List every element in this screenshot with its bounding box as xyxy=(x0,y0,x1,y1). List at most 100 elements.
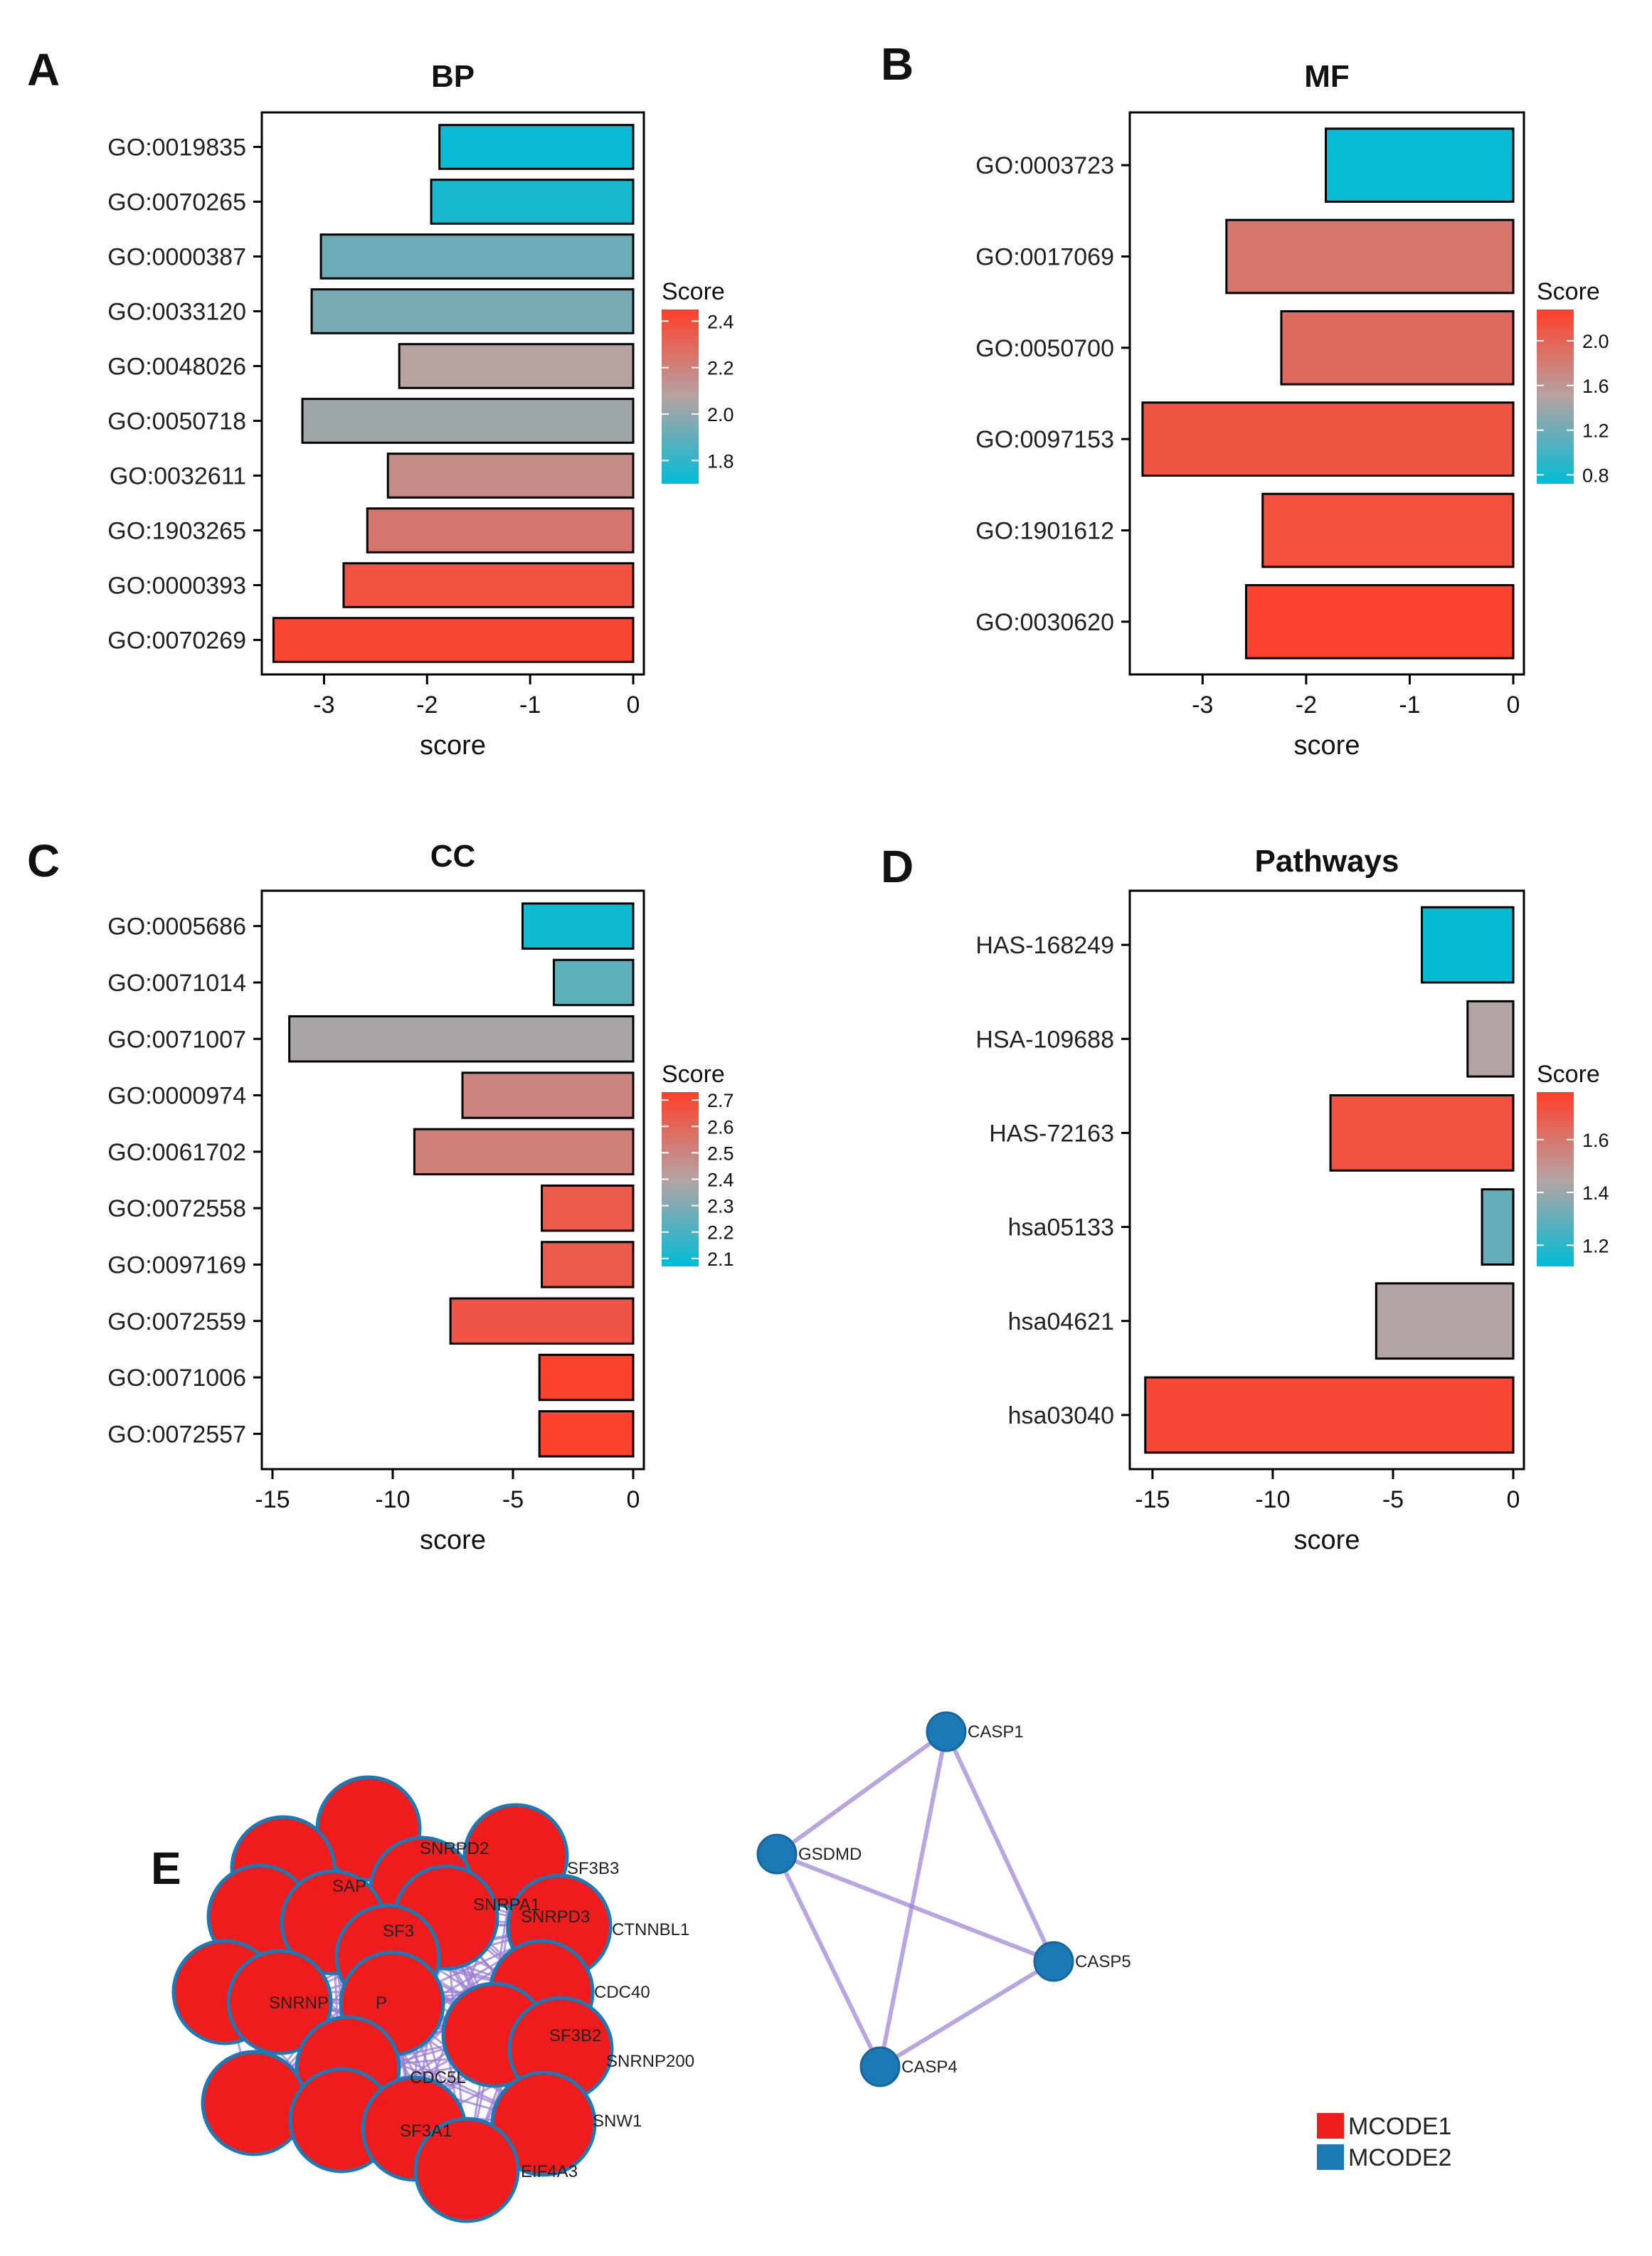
cc-bar xyxy=(461,1071,635,1119)
mf-category-label: GO:1901612 xyxy=(975,518,1114,545)
module1-node-label: SF3B3 xyxy=(567,1859,619,1878)
mf-category-label: GO:0003723 xyxy=(975,152,1114,179)
module1-node-label: P xyxy=(376,1993,387,2013)
mf-category-label: GO:0030620 xyxy=(975,609,1114,636)
cc-legend-tick-label: 2.1 xyxy=(707,1249,734,1270)
module1-node xyxy=(201,2050,307,2156)
mf-bar xyxy=(1325,127,1515,203)
pathways-legend-tick-label: 1.6 xyxy=(1582,1130,1609,1151)
mf-legend-tick-label: 1.6 xyxy=(1582,376,1609,397)
cc-bar xyxy=(449,1297,635,1345)
network-legend-label: MCODE1 xyxy=(1348,2113,1451,2140)
bp-category-label: GO:0019835 xyxy=(107,134,246,161)
module1-node-label: SNW1 xyxy=(593,2112,642,2131)
network-edge xyxy=(775,1853,882,2068)
cc-category-label: GO:0072558 xyxy=(107,1195,246,1222)
pathways-x-tick-label: 0 xyxy=(1507,1486,1520,1513)
module2-node-label: CASP4 xyxy=(901,2058,958,2077)
mf-legend-tick-label: 0.8 xyxy=(1582,465,1609,486)
mf-category-label: GO:0097153 xyxy=(975,426,1114,453)
module1-node-label: SF3B2 xyxy=(549,2026,601,2045)
bp-x-tick-label: -1 xyxy=(519,692,541,719)
bp-category-label: GO:0070269 xyxy=(107,627,246,655)
mf-category-label: GO:0017069 xyxy=(975,244,1114,271)
cc-x-tick-label: -15 xyxy=(255,1486,290,1513)
pathways-category-label: HAS-72163 xyxy=(989,1120,1114,1147)
module2-edges xyxy=(775,1730,1056,2069)
module1-node xyxy=(413,2117,520,2223)
mf-legend-title: Score xyxy=(1537,278,1600,305)
network-legend-swatch xyxy=(1317,2144,1344,2170)
pathways-category-label: hsa03040 xyxy=(1008,1402,1114,1429)
module1-node-label: CTNNBL1 xyxy=(612,1920,689,1939)
bp-bar xyxy=(430,179,635,225)
cc-chart: C CCGO:0005686GO:0071014GO:0071007GO:0000… xyxy=(27,835,734,1555)
mf-bar xyxy=(1261,492,1515,568)
network-edge xyxy=(775,1730,948,1856)
bp-plot-frame xyxy=(260,111,645,676)
mcode-network: E SNRPD2 SF3B3 SAP SNRPA1 SF3 SNRPD3 CTNNBL1 SNR… xyxy=(151,1711,1451,2223)
bp-bar xyxy=(301,398,635,444)
cc-legend-title: Score xyxy=(662,1061,725,1088)
pathways-bar xyxy=(1421,906,1515,984)
pathways-legend-colorbar xyxy=(1537,1092,1574,1266)
bp-legend-tick-label: 1.8 xyxy=(707,450,734,472)
pathways-legend-tick-label: 1.2 xyxy=(1582,1235,1609,1256)
cc-category-label: GO:0071007 xyxy=(107,1026,246,1053)
pathways-x-tick-label: -15 xyxy=(1135,1486,1170,1513)
pathways-legend-title: Score xyxy=(1537,1061,1600,1088)
pathways-x-tick-label: -5 xyxy=(1382,1486,1404,1513)
cc-bar xyxy=(538,1410,635,1458)
cc-bar xyxy=(552,958,635,1007)
cc-category-label: GO:0097169 xyxy=(107,1251,246,1278)
mf-x-tick-label: -1 xyxy=(1399,692,1420,719)
cc-legend-tick-label: 2.4 xyxy=(707,1170,734,1191)
bp-category-label: GO:0033120 xyxy=(107,299,246,326)
bp-bar xyxy=(342,562,635,608)
module2-node xyxy=(926,1711,967,1752)
module2-node xyxy=(1033,1941,1074,1982)
panel-letter-d: D xyxy=(881,841,914,892)
cc-category-label: GO:0005686 xyxy=(107,913,246,941)
cc-legend-tick-label: 2.7 xyxy=(707,1090,734,1111)
module1-node-label: SNRNP200 xyxy=(606,2052,694,2071)
bp-x-axis-label: score xyxy=(420,731,486,761)
mf-x-tick-label: 0 xyxy=(1507,692,1520,719)
bp-bar xyxy=(438,124,635,170)
cc-x-axis-label: score xyxy=(420,1525,486,1555)
bp-chart-title: BP xyxy=(431,59,475,94)
cc-chart-title: CC xyxy=(430,839,476,874)
network-legend-label: MCODE2 xyxy=(1348,2144,1451,2171)
cc-category-label: GO:0000974 xyxy=(107,1083,246,1110)
panel-letter-e: E xyxy=(151,1843,181,1894)
pathways-chart: D Pathways HAS-168249 HSA-109688 HAS-72163 hs… xyxy=(881,841,1609,1555)
mf-category-label: GO:0050700 xyxy=(975,335,1114,362)
cc-bar xyxy=(541,1241,635,1288)
cc-x-tick-label: 0 xyxy=(627,1486,640,1513)
module1-node-label: SF3 xyxy=(383,1922,414,1941)
bp-x-tick-label: 0 xyxy=(627,692,640,719)
cc-category-label: GO:0071014 xyxy=(107,970,246,997)
bp-bar xyxy=(310,288,635,334)
mf-bar xyxy=(1141,401,1515,477)
bp-bar xyxy=(319,233,635,280)
bp-category-label: GO:0000393 xyxy=(107,573,246,600)
mf-bar xyxy=(1244,584,1515,660)
module1-node-label: SNRNP xyxy=(269,1993,329,2013)
module2-node-label: CASP5 xyxy=(1075,1952,1131,1971)
bp-category-label: GO:0032611 xyxy=(110,463,246,490)
mf-legend-tick-label: 2.0 xyxy=(1582,331,1609,352)
module1-node-label: CDC5L xyxy=(410,2068,466,2087)
panel-letter-a: A xyxy=(27,44,60,95)
pathways-category-label: HAS-168249 xyxy=(975,932,1114,959)
cc-legend-tick-label: 2.5 xyxy=(707,1143,734,1164)
cc-x-tick-label: -10 xyxy=(375,1486,410,1513)
module2-node xyxy=(756,1833,798,1875)
pathways-category-label: HSA-109688 xyxy=(975,1026,1114,1053)
mf-x-tick-label: -3 xyxy=(1192,692,1213,719)
bp-x-tick-label: -3 xyxy=(313,692,334,719)
cc-legend-tick-label: 2.2 xyxy=(707,1222,734,1244)
mf-chart: B MF GO:0003723 GO:0017069 GO:0050700 GO:0097… xyxy=(881,38,1609,761)
bp-legend-title: Score xyxy=(662,278,725,305)
